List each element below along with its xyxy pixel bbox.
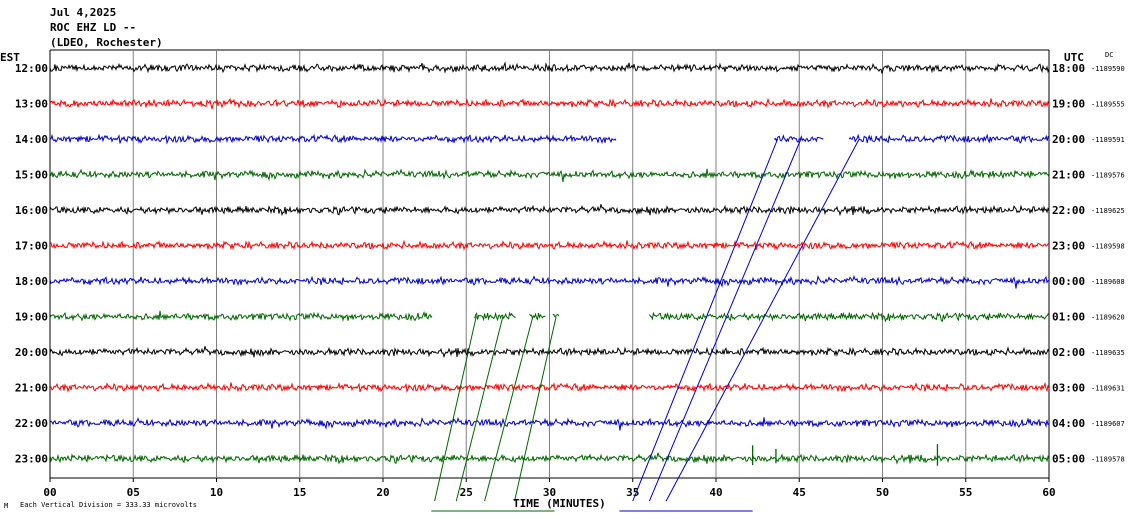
dc-label: DC	[1105, 51, 1113, 59]
glitch-line	[514, 316, 557, 502]
x-tick-label: 05	[127, 486, 140, 499]
x-tick-label: 25	[460, 486, 473, 499]
dc-offset-label: -1189608	[1091, 278, 1125, 286]
trace-segment	[49, 346, 1050, 359]
x-tick-label: 15	[293, 486, 306, 499]
trace-segment	[49, 61, 1050, 74]
x-tick-label: 00	[43, 486, 56, 499]
utc-time-label: 21:00	[1052, 169, 1085, 182]
right-axis-label: UTC	[1064, 51, 1084, 64]
trace-segment	[49, 204, 1050, 217]
utc-time-label: 04:00	[1052, 417, 1085, 430]
est-time-label: 17:00	[15, 240, 48, 253]
est-time-label: 12:00	[15, 62, 48, 75]
trace-segment	[49, 381, 1050, 394]
dc-offset-label: -1189590	[1091, 65, 1125, 73]
trace-segment	[49, 274, 1050, 289]
x-tick-label: 45	[793, 486, 806, 499]
glitch-line	[632, 138, 779, 502]
trace-segment	[848, 133, 1049, 144]
utc-time-label: 18:00	[1052, 62, 1085, 75]
x-tick-label: 60	[1042, 486, 1055, 499]
dc-offset-label: -1189555	[1091, 101, 1125, 109]
utc-time-label: 03:00	[1052, 382, 1085, 395]
dc-offset-label: -1189635	[1091, 349, 1125, 357]
utc-time-label: 20:00	[1052, 133, 1085, 146]
utc-time-label: 22:00	[1052, 204, 1085, 217]
est-time-label: 14:00	[15, 133, 48, 146]
trace-segment	[49, 416, 1050, 431]
trace-segment	[552, 313, 560, 318]
est-time-label: 19:00	[15, 311, 48, 324]
glitch-line	[665, 138, 860, 502]
glitch-line	[484, 316, 534, 502]
est-time-label: 21:00	[15, 382, 48, 395]
header-station: ROC EHZ LD --	[50, 21, 136, 34]
dc-offset-label: -1189620	[1091, 314, 1125, 322]
footer-note: Each Vertical Division = 333.33 microvol…	[20, 501, 197, 509]
header-network: (LDEO, Rochester)	[50, 36, 163, 49]
x-tick-label: 35	[626, 486, 639, 499]
est-time-label: 22:00	[15, 417, 48, 430]
header-date: Jul 4,2025	[50, 6, 116, 19]
x-tick-label: 10	[210, 486, 223, 499]
trace-segment	[49, 310, 433, 322]
utc-time-label: 02:00	[1052, 346, 1085, 359]
utc-time-label: 01:00	[1052, 311, 1085, 324]
glitch-line	[648, 138, 802, 502]
dc-offset-label: -1189625	[1091, 207, 1125, 215]
est-time-label: 16:00	[15, 204, 48, 217]
trace-segment	[49, 97, 1050, 110]
trace-segment	[474, 311, 516, 322]
x-tick-label: 50	[876, 486, 889, 499]
left-axis-label: EST	[0, 51, 20, 64]
dc-offset-label: -1189591	[1091, 136, 1125, 144]
glitch-line	[434, 316, 477, 502]
dc-offset-label: -1189578	[1091, 456, 1125, 464]
x-tick-label: 40	[709, 486, 722, 499]
trace-segment	[648, 311, 1049, 323]
x-tick-label: 55	[959, 486, 972, 499]
x-tick-label: 30	[543, 486, 556, 499]
est-time-label: 18:00	[15, 275, 48, 288]
est-time-label: 13:00	[15, 98, 48, 111]
x-axis-title: TIME (MINUTES)	[513, 497, 606, 510]
trace-segment	[49, 239, 1050, 252]
dc-offset-label: -1189631	[1091, 385, 1125, 393]
trace-segment	[773, 134, 824, 143]
utc-time-label: 23:00	[1052, 240, 1085, 253]
dc-offset-label: -1189598	[1091, 243, 1125, 251]
est-time-label: 23:00	[15, 453, 48, 466]
est-time-label: 20:00	[15, 346, 48, 359]
utc-time-label: 00:00	[1052, 275, 1085, 288]
trace-segment	[50, 133, 617, 145]
trace-segment	[49, 452, 1050, 465]
corner-mark: M	[4, 502, 8, 510]
est-time-label: 15:00	[15, 169, 48, 182]
x-tick-label: 20	[376, 486, 389, 499]
glitch-line	[455, 316, 504, 502]
dc-offset-label: -1189607	[1091, 420, 1125, 428]
plot-area: 00 05 10 15 20 25 30 35 40 45 50 55 60 12:00 18:00 -118…	[15, 49, 1125, 512]
dc-offset-label: -1189576	[1091, 172, 1125, 180]
utc-time-label: 05:00	[1052, 453, 1085, 466]
trace-segment	[49, 168, 1050, 183]
utc-time-label: 19:00	[1052, 98, 1085, 111]
